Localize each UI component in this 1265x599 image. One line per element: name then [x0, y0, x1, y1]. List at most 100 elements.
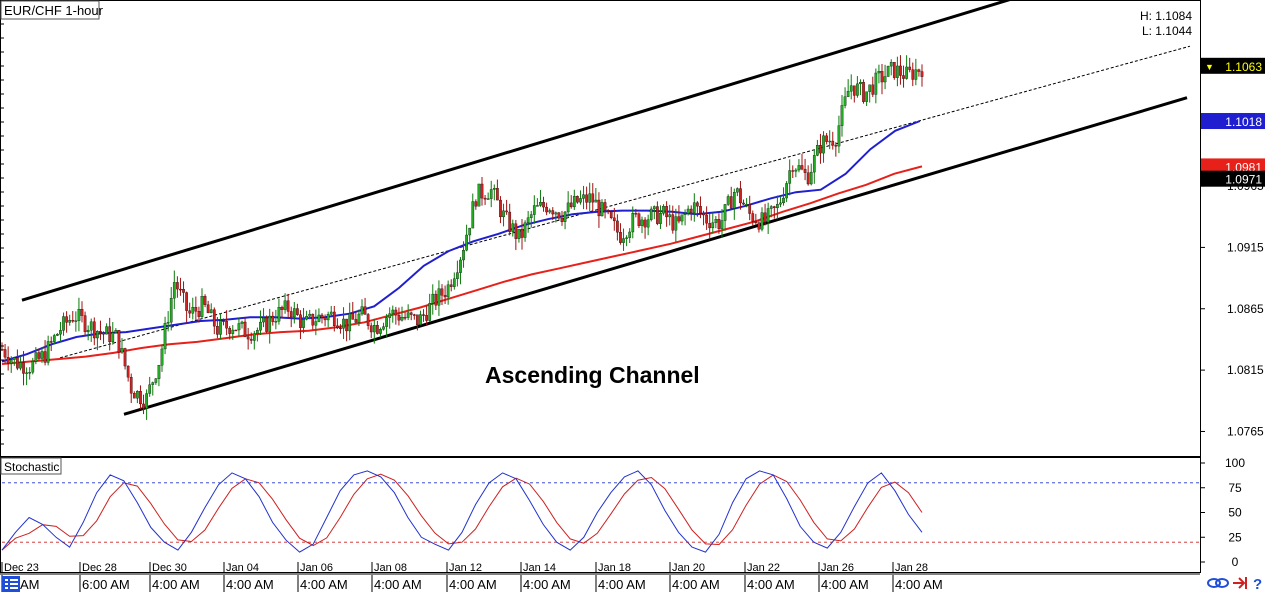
candle-body: [800, 165, 804, 170]
candle-body: [662, 206, 665, 214]
candle-body: [554, 212, 558, 215]
candle-body: [529, 214, 533, 218]
candle-body: [665, 206, 668, 218]
candle-body: [680, 214, 684, 222]
candle-body: [197, 311, 201, 317]
candle-body: [305, 316, 308, 320]
date-label: Jan 22: [747, 562, 780, 574]
channel-lower-line: [123, 96, 1188, 416]
candle-body: [437, 288, 441, 306]
candle-body: [336, 325, 339, 329]
candle-body: [231, 329, 235, 334]
candle-body: [234, 329, 238, 332]
stochastic-axis-label: 100: [1225, 456, 1245, 470]
candle-body: [326, 314, 330, 321]
arrow-right-icon[interactable]: [1233, 577, 1247, 589]
help-button[interactable]: ?: [1253, 576, 1262, 593]
candle-body: [616, 220, 619, 233]
link-icon[interactable]: [1207, 578, 1229, 588]
candle-body: [280, 307, 284, 310]
candle-body: [625, 237, 628, 239]
menu-icon[interactable]: [2, 576, 20, 592]
candle-body: [474, 201, 478, 207]
candle-body: [446, 284, 450, 298]
candle-body: [92, 321, 96, 339]
candle-body: [329, 311, 333, 315]
chart-title-box: [0, 0, 100, 20]
candle-body: [126, 365, 130, 378]
candle-body: [511, 223, 515, 232]
candle-body: [812, 155, 816, 173]
candle-body: [751, 213, 755, 222]
candle-body: [852, 85, 856, 96]
candle-body: [376, 325, 379, 334]
candle-body: [619, 232, 622, 243]
candle-body: [748, 203, 752, 214]
candle-body: [154, 378, 158, 383]
candle-body: [779, 202, 782, 205]
candle-body: [323, 317, 327, 321]
date-label: Jan 28: [895, 562, 928, 574]
candle-body: [123, 348, 127, 367]
candle-body: [717, 219, 721, 229]
candle-body: [889, 62, 893, 67]
candle-body: [843, 96, 847, 106]
candle-body: [551, 210, 555, 215]
candle-body: [696, 202, 699, 207]
candle-body: [351, 313, 355, 320]
candle-body: [212, 309, 216, 327]
candle-body: [65, 316, 68, 323]
candle-body: [237, 323, 241, 331]
candle-body: [819, 145, 822, 154]
candle-body: [412, 314, 416, 316]
candle-body: [19, 362, 22, 369]
candle-body: [865, 91, 868, 102]
stochastic-axis-label: 75: [1228, 481, 1242, 495]
price-tag: [1201, 170, 1265, 187]
candle-body: [308, 313, 312, 317]
candle-body: [576, 196, 579, 203]
candle-body: [702, 212, 705, 216]
candle-body: [225, 320, 228, 329]
candle-body: [708, 223, 712, 229]
candle-body: [49, 341, 53, 343]
candle-body: [117, 330, 121, 353]
candle-body: [606, 210, 610, 212]
candle-body: [892, 62, 896, 78]
price-tag-label: 1.1063: [1225, 60, 1262, 74]
candle-body: [416, 314, 419, 326]
candle-body: [831, 140, 835, 146]
candle-body: [883, 76, 887, 83]
candle-body: [582, 194, 585, 199]
price-axis-label: 1.0865: [1227, 302, 1264, 316]
candle-body: [520, 229, 524, 238]
candle-body: [905, 66, 908, 79]
candle-body: [806, 172, 810, 185]
candle-body: [736, 188, 739, 193]
candle-body: [431, 293, 435, 304]
candle-body: [268, 315, 272, 332]
candle-body: [139, 391, 142, 405]
candle-body: [711, 222, 715, 229]
candle-body: [714, 219, 718, 223]
time-label: 4:00 AM: [747, 577, 795, 592]
candle-body: [296, 308, 299, 315]
candle-body: [523, 222, 527, 238]
candle-body: [176, 282, 179, 290]
candle-body: [837, 125, 841, 147]
time-label: 4:00 AM: [672, 577, 720, 592]
candle-body: [723, 204, 727, 221]
candle-body: [277, 307, 281, 322]
candle-body: [16, 357, 19, 369]
candle-body: [182, 288, 185, 293]
candle-body: [400, 317, 404, 321]
candle-body: [111, 332, 115, 343]
candle-body: [452, 278, 456, 287]
candle-body: [634, 213, 638, 215]
candle-body: [406, 312, 410, 318]
candle-body: [532, 205, 536, 215]
candle-body: [908, 66, 912, 70]
date-label: Dec 30: [152, 562, 187, 574]
candle-body: [846, 91, 850, 97]
